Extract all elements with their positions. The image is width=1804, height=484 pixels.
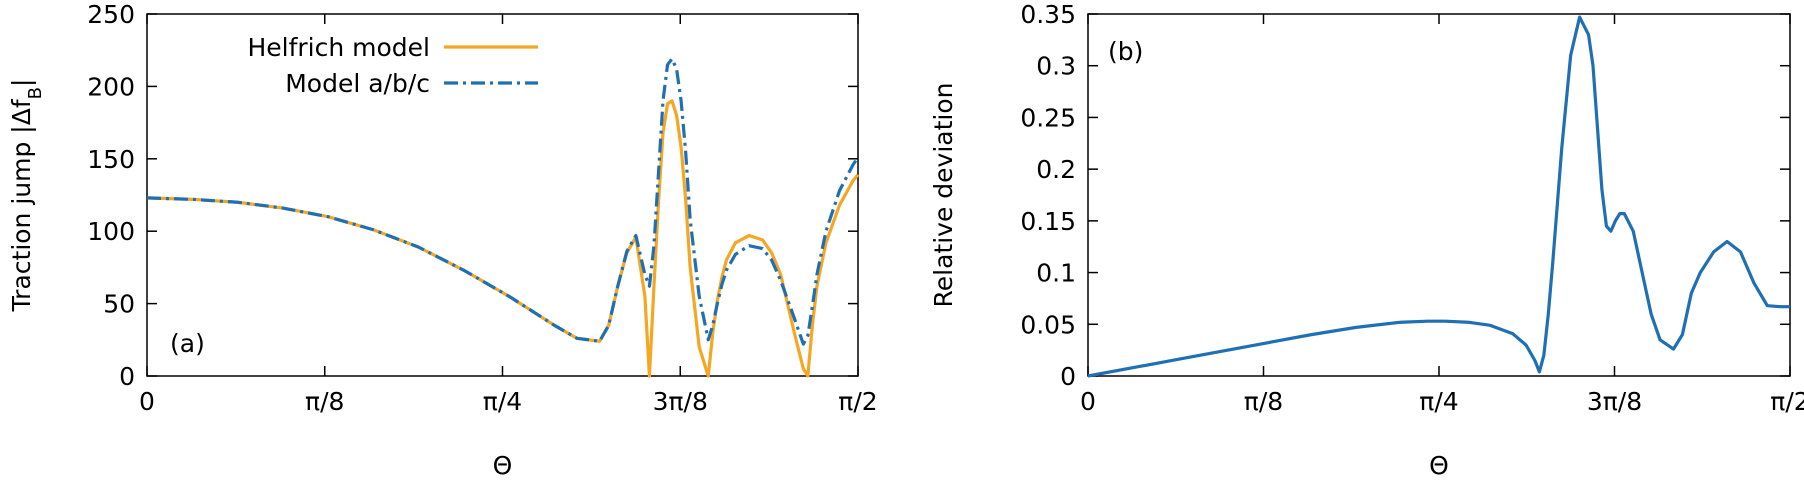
x-tick-label: π/2	[838, 387, 877, 416]
legend-entry-label: Model a/b/c	[285, 69, 430, 98]
x-tick-label: π/8	[1244, 387, 1283, 416]
y-tick-label: 0.25	[1020, 103, 1076, 132]
x-axis-label: Θ	[1429, 451, 1449, 479]
y-tick-label: 50	[103, 290, 135, 319]
y-tick-label: 200	[87, 72, 135, 101]
x-tick-label: 3π/8	[653, 387, 708, 416]
series-line	[146, 99, 860, 378]
x-tick-label: π/4	[483, 387, 522, 416]
y-axis-label: Traction jump |ΔfB|	[7, 79, 46, 313]
series-line	[1087, 15, 1790, 378]
chart-b: 0 π/8 π/4 3π/8 π/2 0 0.05 0.1 0.15 0.2 0.25 0.3 0.35…	[929, 0, 1804, 480]
x-axis-label: Θ	[493, 451, 513, 479]
y-tick-label: 100	[87, 217, 135, 246]
series-line	[146, 57, 860, 346]
x-tick-label: 0	[1080, 387, 1096, 416]
y-tick-label: 150	[87, 145, 135, 174]
x-tick-label: π/4	[1419, 387, 1458, 416]
x-tick-label: 0	[139, 387, 155, 416]
x-tick-label: π/8	[305, 387, 344, 416]
y-axis-label: Relative deviation	[929, 83, 958, 308]
chart-a: 0 π/8 π/4 3π/8 π/2 0 50 100 150 200 250 Θ Traction j…	[7, 0, 878, 480]
panel-label: (b)	[1108, 37, 1143, 66]
x-tick-label: π/2	[1770, 387, 1804, 416]
y-tick-label: 0	[119, 362, 135, 391]
y-tick-label: 250	[87, 0, 135, 29]
plot-frame	[146, 13, 859, 377]
legend-entry-label: Helfrich model	[247, 33, 430, 62]
y-tick-label: 0.3	[1036, 52, 1076, 81]
y-tick-label: 0.35	[1020, 0, 1076, 29]
y-tick-label: 0.15	[1020, 207, 1076, 236]
x-tick-label: 3π/8	[1587, 387, 1642, 416]
panel-label: (a)	[170, 329, 205, 358]
y-tick-label: 0.2	[1036, 155, 1076, 184]
y-tick-label: 0.1	[1036, 259, 1076, 288]
y-tick-label: 0.05	[1020, 310, 1076, 339]
y-tick-label: 0	[1060, 362, 1076, 391]
